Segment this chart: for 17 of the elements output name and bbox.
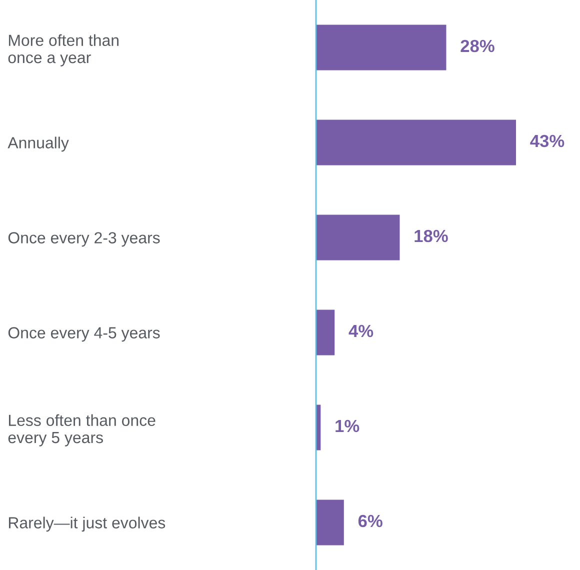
bar [316,310,335,356]
y-tick-label: Less often than once every 5 years [8,414,156,446]
y-tick-label: Once every 4-5 years [8,327,160,342]
y-tick-label: Rarely—it just evolves [8,516,166,532]
data-label: 1% [336,420,360,432]
bar [316,120,516,166]
bar [316,24,446,70]
data-label: 43% [530,134,564,148]
data-label: 28% [460,40,494,52]
data-label: 4% [348,324,374,338]
bar [316,214,400,260]
y-tick-label: More often than once a year [8,34,119,66]
data-label: 6% [358,514,382,528]
y-tick-label: Once every 2-3 years [8,232,160,247]
bar [316,500,344,546]
data-label: 18% [414,230,448,242]
y-tick-label: Annually [8,136,69,152]
